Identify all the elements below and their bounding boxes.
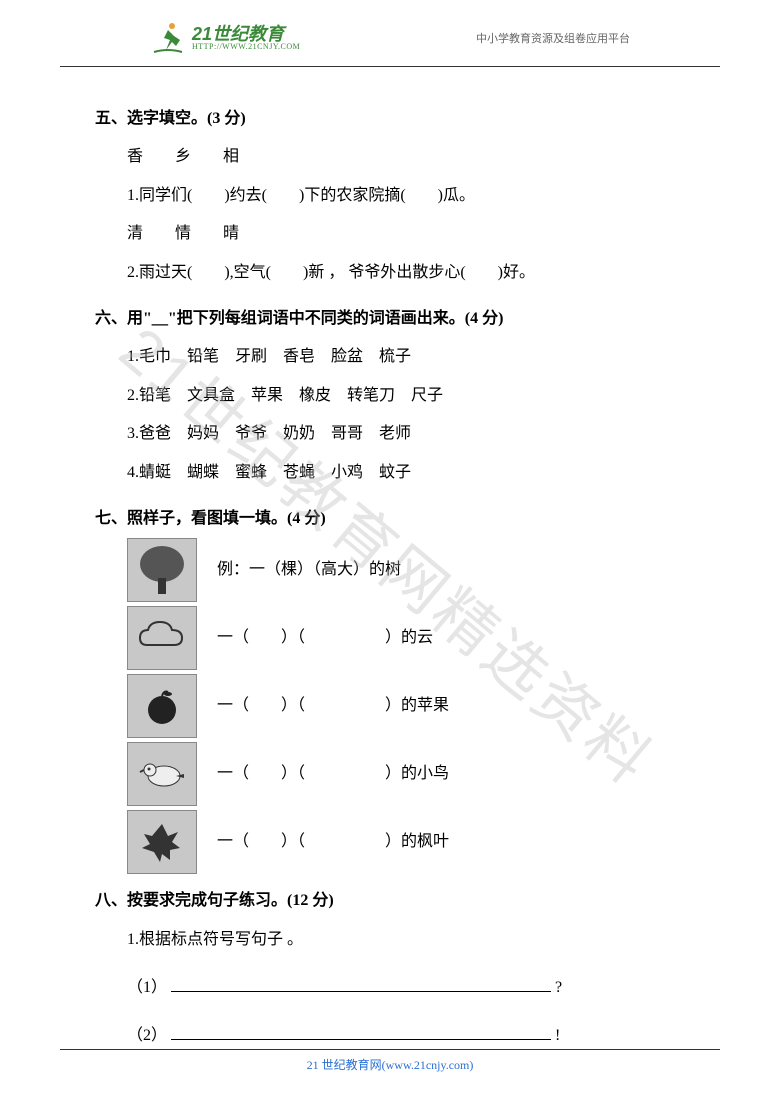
s7-row3: 一（ ）（ ）的小鸟 [95,742,685,806]
s7-row4: 一（ ）（ ）的枫叶 [95,810,685,874]
s8-b2-prefix: （2） [127,1027,167,1044]
s8-sub1: 1.根据标点符号写句子 。 [95,921,685,959]
s6-q1: 1.毛巾 铅笔 牙刷 香皂 脸盆 梳子 [95,338,685,376]
header-right-text: 中小学教育资源及组卷应用平台 [476,30,630,46]
page-footer: 21 世纪教育网(www.21cnjy.com) [60,1049,720,1073]
section8-title: 八、按要求完成句子练习。(12 分) [95,882,685,920]
logo-cn-text: 21世纪教育 [192,25,300,43]
section6-title: 六、用"＿"把下列每组词语中不同类的词语画出来。(4 分) [95,300,685,338]
s5-q1: 1.同学们( )约去( )下的农家院摘( )瓜。 [95,177,685,215]
s8-blank1: （1） ? [95,969,685,1007]
logo: 21世纪教育 HTTP://WWW.21CNJY.COM [150,20,300,56]
fill-line-1[interactable] [171,974,551,992]
section7-title: 七、照样子，看图填一填。(4 分) [95,500,685,538]
s6-q3: 3.爸爸 妈妈 爷爷 奶奶 哥哥 老师 [95,415,685,453]
page-header: 21世纪教育 HTTP://WWW.21CNJY.COM 中小学教育资源及组卷应… [60,0,720,67]
s5-q2: 2.雨过天( ),空气( )新 ， 爷爷外出散步心( )好。 [95,254,685,292]
s6-q4: 4.蜻蜓 蝴蝶 蜜蜂 苍蝇 小鸡 蚊子 [95,454,685,492]
section5-title: 五、选字填空。(3 分) [95,100,685,138]
s8-b1-prefix: （1） [127,979,167,996]
leaf-icon [127,810,197,874]
fill-line-2[interactable] [171,1022,551,1040]
apple-icon [127,674,197,738]
s7-r4-text: 一（ ）（ ）的枫叶 [217,823,449,861]
s8-b2-suffix: ! [555,1027,560,1044]
s7-r1-text: 一（ ）（ ）的云 [217,619,433,657]
s7-r3-text: 一（ ）（ ）的小鸟 [217,755,449,793]
s7-row1: 一（ ）（ ）的云 [95,606,685,670]
s7-row-example: 例：一（棵）（高大）的树 [95,538,685,602]
s5-opts2: 清 情 晴 [95,215,685,253]
bird-icon [127,742,197,806]
logo-runner-icon [150,20,186,56]
s6-q2: 2.铅笔 文具盒 苹果 橡皮 转笔刀 尺子 [95,377,685,415]
logo-text-block: 21世纪教育 HTTP://WWW.21CNJY.COM [192,25,300,51]
s7-example-text: 例：一（棵）（高大）的树 [217,551,401,589]
s7-row2: 一（ ）（ ）的苹果 [95,674,685,738]
s7-r2-text: 一（ ）（ ）的苹果 [217,687,449,725]
content-area: 五、选字填空。(3 分) 香 乡 相 1.同学们( )约去( )下的农家院摘( … [0,67,780,1056]
s5-opts1: 香 乡 相 [95,138,685,176]
footer-text: 21 世纪教育网(www.21cnjy.com) [307,1058,474,1072]
s8-b1-suffix: ? [555,979,562,996]
logo-url-text: HTTP://WWW.21CNJY.COM [192,43,300,51]
tree-icon [127,538,197,602]
cloud-icon [127,606,197,670]
